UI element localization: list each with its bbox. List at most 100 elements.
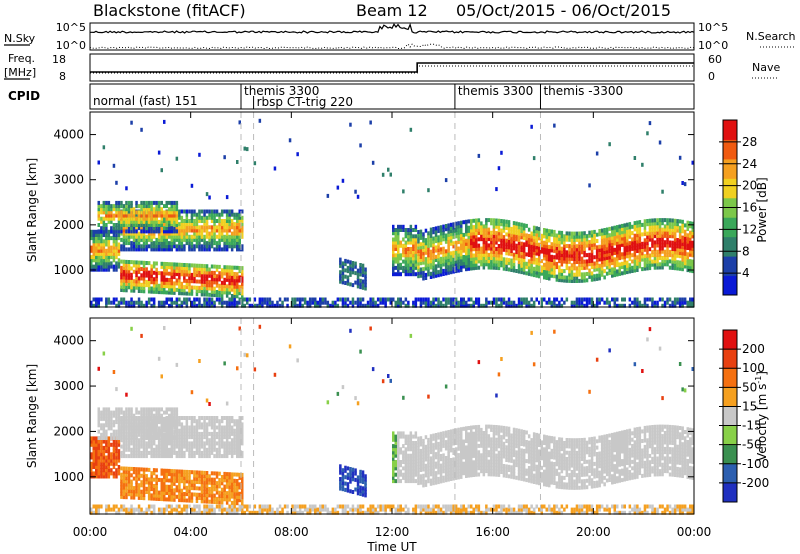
heatmap-cell: [568, 266, 571, 271]
heatmap-cell: [447, 242, 450, 247]
heatmap-cell: [135, 260, 138, 265]
heatmap-cell: [412, 265, 415, 270]
heatmap-cell: [538, 255, 541, 260]
heatmap-cell: [198, 510, 201, 515]
heatmap-cell: [492, 224, 496, 229]
heatmap-cell: [185, 447, 189, 452]
heatmap-cell: [495, 303, 498, 308]
heatmap-cell: [683, 236, 687, 240]
heatmap-cell: [97, 471, 100, 476]
heatmap-cell: [590, 274, 594, 279]
heatmap-cell: [678, 219, 682, 224]
heatmap-cell: [626, 263, 629, 268]
heatmap-cell: [530, 244, 533, 249]
heatmap-cell: [595, 273, 599, 278]
heatmap-cell: [193, 438, 196, 443]
heatmap-cell: [668, 221, 672, 226]
heatmap-cell: [548, 300, 551, 305]
heatmap-cell: [135, 237, 138, 242]
heatmap-cell: [195, 266, 199, 271]
heatmap-cell: [105, 200, 108, 205]
heatmap-cell: [457, 259, 460, 264]
heatmap-cell: [183, 291, 186, 296]
heatmap-cell: [621, 236, 624, 241]
heatmap-cell: [185, 441, 189, 446]
heatmap-cell: [238, 284, 241, 289]
heatmap-cell: [100, 432, 103, 437]
heatmap-cell: [150, 504, 153, 509]
heatmap-cell: [185, 416, 189, 420]
heatmap-cell: [225, 225, 229, 230]
heatmap-cell: [122, 431, 126, 436]
heatmap-cell: [157, 226, 161, 231]
heatmap-cell: [636, 245, 639, 250]
heatmap-cell: [233, 287, 236, 292]
heatmap-cell: [394, 237, 397, 242]
heatmap-cell: [502, 300, 506, 305]
heatmap-cell: [135, 479, 138, 484]
heatmap-cell: [97, 449, 100, 454]
heatmap-cell: [452, 260, 455, 265]
heatmap-cell: [107, 258, 111, 263]
heatmap-cell: [195, 212, 199, 217]
heatmap-cell: [135, 279, 138, 284]
heatmap-cell: [142, 210, 146, 215]
heatmap-cell: [188, 247, 191, 252]
heatmap-cell: [110, 461, 113, 466]
heatmap-cell: [97, 245, 100, 250]
heatmap-cell: [188, 282, 191, 287]
heatmap-cell: [122, 300, 126, 305]
heatmap-cell: [210, 280, 214, 285]
heatmap-cell: [334, 303, 337, 308]
heatmap-cell: [354, 300, 357, 305]
heatmap-cell: [220, 271, 224, 276]
heatmap-cell: [147, 300, 151, 305]
heatmap-cell: [404, 253, 408, 258]
heatmap-cell: [490, 234, 493, 238]
freq-unit: [MHz]: [4, 66, 36, 79]
heatmap-cell: [412, 269, 415, 274]
heatmap-cell: [97, 210, 100, 215]
heatmap-cell: [220, 300, 224, 305]
heatmap-cell: [480, 256, 483, 261]
heatmap-cell: [495, 297, 498, 302]
heatmap-cell: [543, 253, 546, 258]
heatmap-cell: [422, 267, 425, 272]
heatmap-cell: [178, 209, 181, 214]
heatmap-cell: [180, 435, 184, 440]
heatmap-cell: [203, 244, 206, 249]
heatmap-cell: [683, 229, 687, 234]
heatmap-cell: [110, 420, 113, 425]
heatmap-cell: [150, 229, 153, 234]
heatmap-cell: [175, 268, 179, 273]
heatmap-cell: [633, 249, 637, 254]
heatmap-cell: [173, 407, 176, 412]
heatmap-cell: [616, 225, 619, 230]
heatmap-cell: [165, 507, 168, 512]
heatmap-cell: [535, 257, 538, 262]
heatmap-cell: [663, 259, 667, 264]
heatmap-cell: [125, 416, 128, 421]
heatmap-cell: [550, 267, 553, 272]
heatmap-cell: [102, 239, 106, 244]
heatmap-cell: [676, 219, 679, 224]
heatmap-cell: [565, 263, 569, 267]
heatmap-cell: [193, 212, 196, 217]
heatmap-cell: [605, 300, 609, 305]
heatmap-cell: [243, 303, 246, 308]
heatmap-cell: [122, 426, 126, 431]
heatmap-cell: [530, 234, 533, 239]
heatmap-cell: [316, 300, 319, 305]
heatmap-cell: [185, 485, 189, 490]
heatmap-cell: [147, 280, 151, 285]
heatmap-cell: [200, 209, 204, 214]
heatmap-cell: [671, 256, 674, 261]
heatmap-cell: [588, 246, 591, 251]
heatmap-cell: [548, 229, 551, 234]
heatmap-cell: [95, 449, 98, 454]
heatmap-cell: [132, 269, 136, 274]
colorbar-tick-label: 24: [742, 157, 757, 171]
heatmap-cell: [308, 303, 312, 308]
heatmap-cell: [643, 263, 647, 268]
heatmap-cell: [160, 237, 163, 242]
